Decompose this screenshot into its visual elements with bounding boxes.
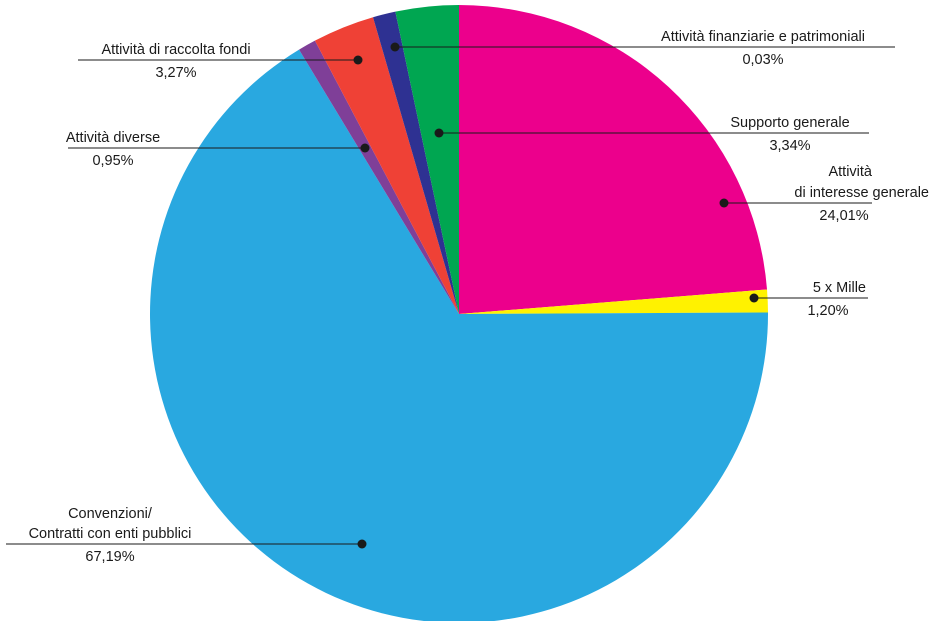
- callout-value-convenzioni: 67,19%: [85, 549, 134, 565]
- callout-diverse: Attività diverse 0,95%: [66, 130, 370, 169]
- pie-slices: [150, 5, 769, 621]
- callout-label-raccolta: Attività di raccolta fondi: [101, 42, 250, 58]
- callout-value-interesse: 24,01%: [819, 208, 868, 224]
- callout-dot-convenzioni: [357, 539, 367, 549]
- callout-finanziarie: Attività finanziarie e patrimoniali 0,03%: [390, 29, 895, 68]
- callout-dot-supporto: [434, 128, 444, 138]
- callout-supporto: Supporto generale 3,34%: [434, 115, 869, 154]
- pie-slice-mille: [459, 289, 768, 314]
- callout-mille: 5 x Mille 1,20%: [749, 280, 868, 319]
- callout-dot-interesse: [719, 198, 729, 208]
- callout-dot-mille: [749, 293, 759, 303]
- callout-value-supporto: 3,34%: [769, 138, 810, 154]
- pie-slice-diverse: [299, 40, 459, 315]
- callout-label-interesse: di interesse generale: [794, 185, 929, 201]
- pie-slice-supporto: [395, 5, 459, 314]
- callout-dot-raccolta: [353, 55, 363, 65]
- callout-value-raccolta: 3,27%: [155, 65, 196, 81]
- callout-convenzioni: Convenzioni/Contratti con enti pubblici 6…: [6, 506, 367, 565]
- callout-label-convenzioni: Convenzioni/: [68, 506, 153, 522]
- callout-value-finanziarie: 0,03%: [742, 52, 783, 68]
- callout-raccolta: Attività di raccolta fondi 3,27%: [78, 42, 363, 81]
- callout-label-interesse: Attività: [828, 164, 872, 180]
- callout-label-supporto: Supporto generale: [730, 115, 849, 131]
- pie-slice-interesse: [459, 5, 768, 314]
- callout-value-diverse: 0,95%: [92, 153, 133, 169]
- callout-label-mille: 5 x Mille: [813, 280, 866, 296]
- callout-label-convenzioni: Contratti con enti pubblici: [29, 526, 192, 542]
- callout-value-mille: 1,20%: [807, 303, 848, 319]
- callout-interesse: Attività di interesse generale 24,01%: [719, 164, 929, 224]
- callout-dot-finanziarie: [390, 42, 400, 52]
- pie-slice-convenzioni: [150, 49, 769, 621]
- callout-label-finanziarie: Attività finanziarie e patrimoniali: [661, 29, 865, 45]
- callout-dot-diverse: [360, 143, 370, 153]
- pie-slice-finanziarie: [373, 11, 459, 314]
- callout-label-diverse: Attività diverse: [66, 130, 160, 146]
- pie-slice-raccolta: [314, 17, 459, 314]
- pie-callouts: Attività di interesse generale 24,01% 5 x M…: [6, 29, 929, 565]
